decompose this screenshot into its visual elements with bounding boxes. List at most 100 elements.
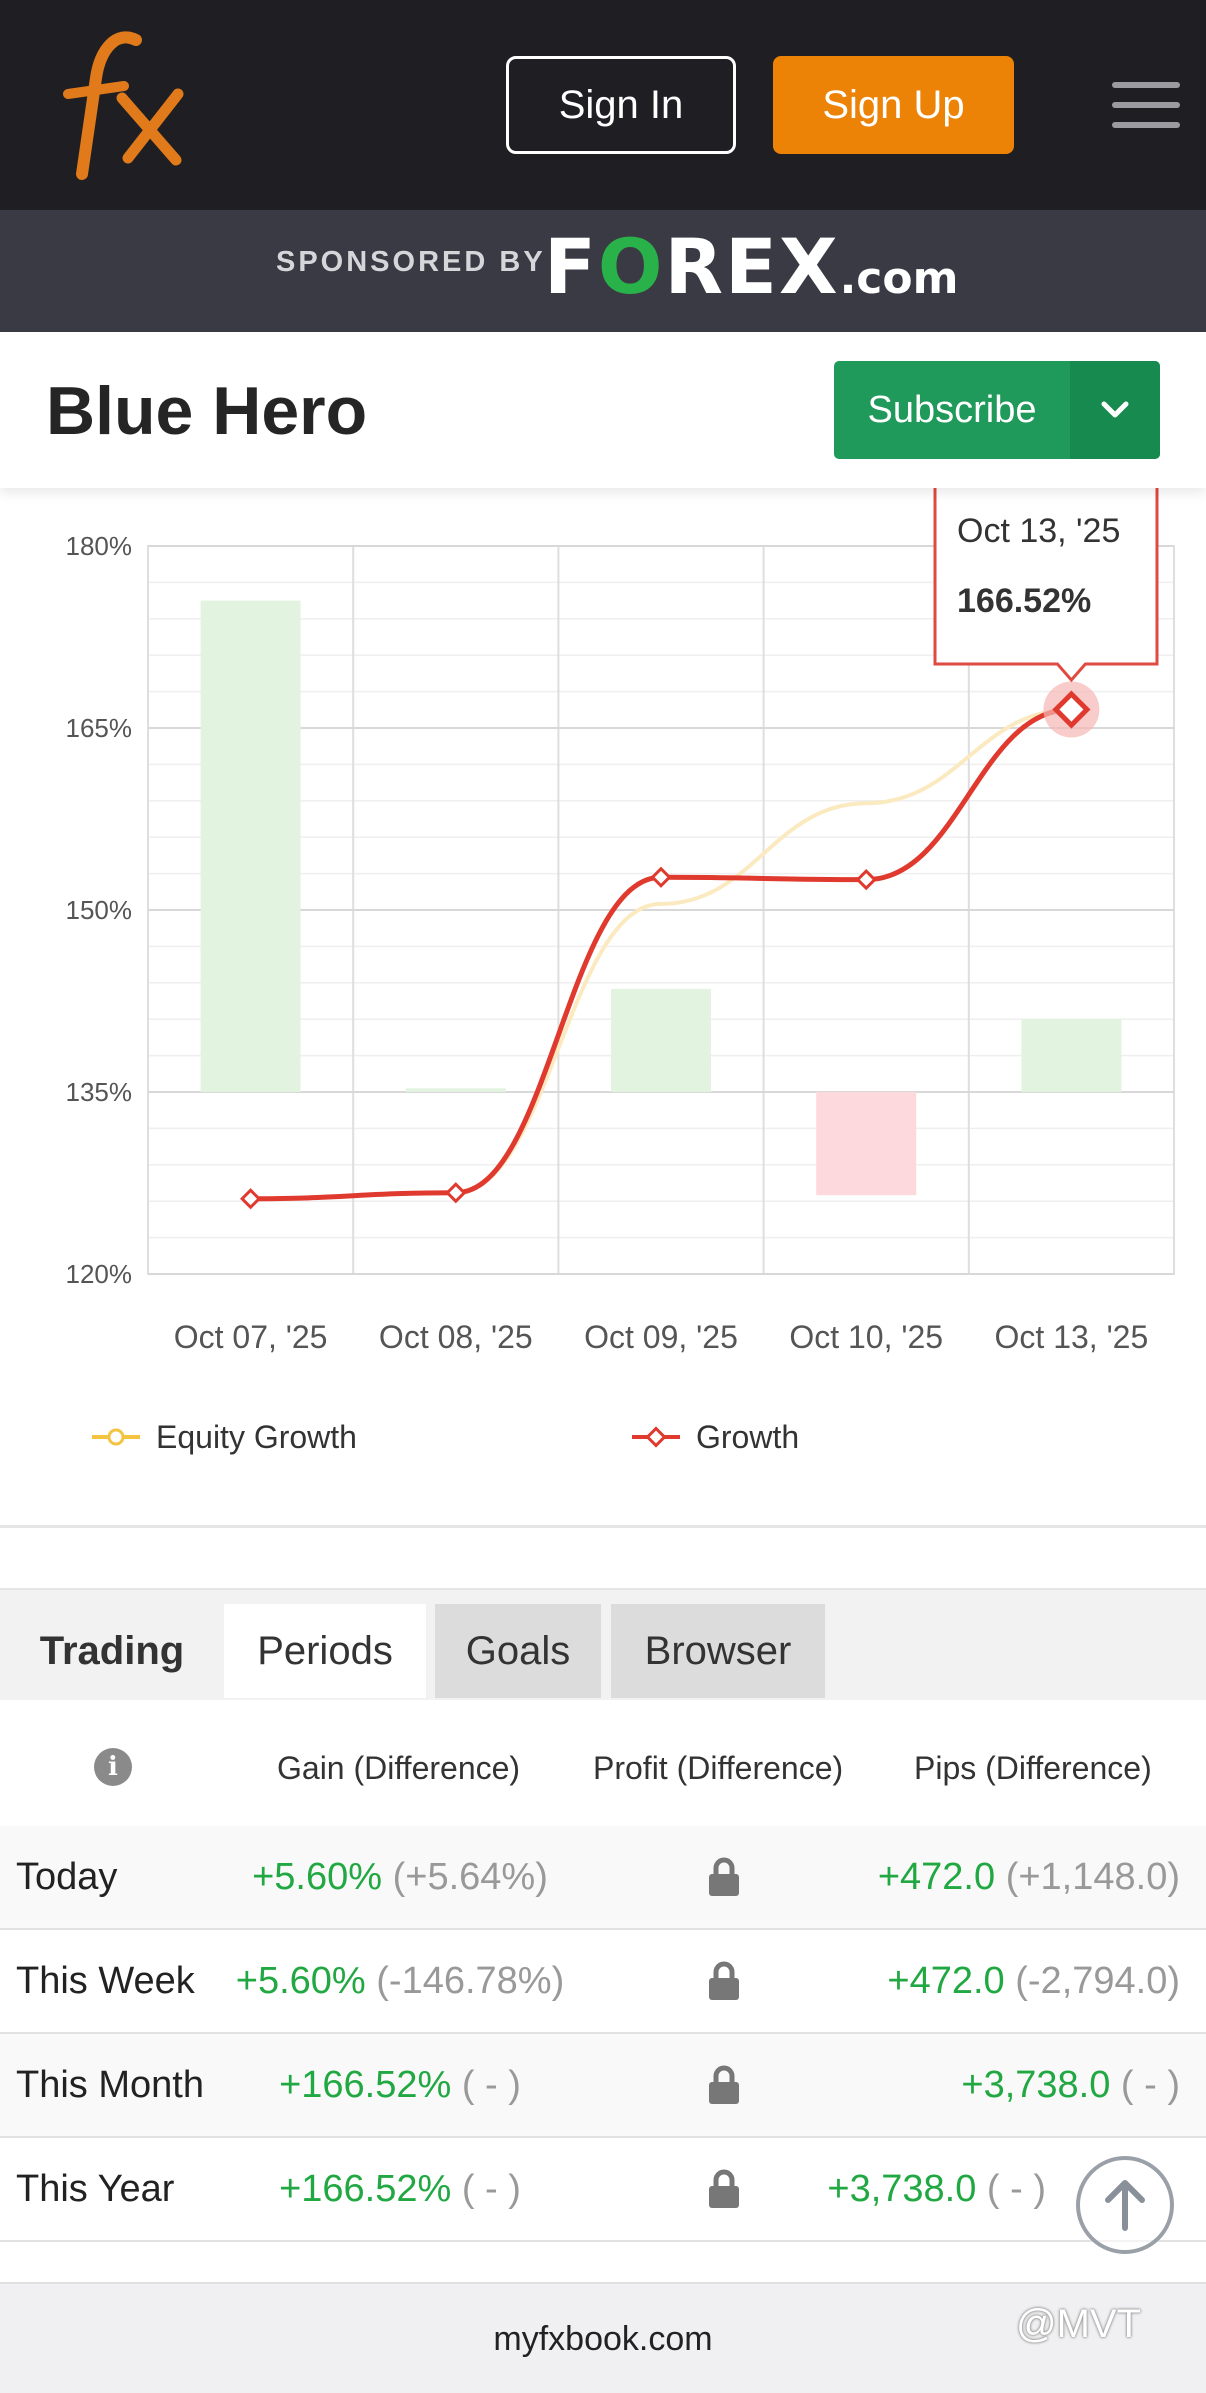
profit-cell [704,2138,744,2240]
tab-goals[interactable]: Goals [435,1604,601,1698]
browser-footer: myfxbook.com [0,2282,1206,2393]
x-tick-label: Oct 09, '25 [584,1319,738,1355]
y-tick-label: 180% [66,531,133,561]
profit-cell [704,1930,744,2032]
growth-point[interactable] [239,1188,262,1210]
sponsor-label: SPONSORED BY [276,246,546,278]
daily-bar[interactable] [1021,1019,1122,1092]
tab-trading[interactable]: Trading [39,1628,185,1673]
page-title: Blue Hero [46,373,368,449]
footer-url[interactable]: myfxbook.com [493,2320,713,2358]
gain-diff: ( - ) [461,2063,521,2106]
gain-cell: +166.52% ( - ) [230,2138,570,2240]
forex-logo-com: .com [839,253,959,304]
tab-periods[interactable]: Periods [224,1604,426,1698]
sponsor-banner[interactable] [0,210,1206,332]
gain-value: +5.60% [252,1855,383,1898]
x-tick-label: Oct 07, '25 [174,1319,328,1355]
header-gain: Gain (Difference) [277,1750,521,1786]
tooltip-value: 166.52% [957,582,1091,620]
tooltip-date: Oct 13, '25 [957,512,1120,550]
forex-logo-f: F [544,222,598,311]
forex-logo[interactable]: FOREX.com [544,222,958,311]
gain-diff: ( - ) [461,2167,521,2210]
period-label: This Month [16,2063,204,2106]
subscribe-button[interactable]: Subscribe [834,361,1160,459]
lock-icon[interactable] [707,2169,741,2209]
pips-cell: +3,738.0 ( - ) [827,2138,1046,2240]
info-icon[interactable]: i [94,1748,132,1786]
period-label: Today [16,1855,118,1898]
sign-up-button[interactable]: Sign Up [773,56,1014,154]
periods-table-header: i Gain (Difference) Profit (Difference) … [0,1698,1206,1828]
gain-cell: +166.52% ( - ) [230,2034,570,2136]
arrow-up-circle-icon [1105,2180,1145,2231]
growth-point[interactable] [855,869,877,891]
growth-line[interactable] [250,707,1072,1202]
scroll-to-top-button[interactable] [1076,2156,1174,2254]
system-header: Blue Hero Subscribe [0,332,1206,488]
pips-diff: (+1,148.0) [1005,1855,1180,1898]
fx-logo-icon[interactable] [38,24,188,184]
y-tick-label: 150% [66,895,133,925]
growth-point[interactable] [445,1182,467,1204]
sign-in-button[interactable]: Sign In [506,56,736,154]
legend-growth-label[interactable]: Growth [696,1419,799,1455]
table-row: This Month +166.52% ( - ) +3,738.0 ( - ) [0,2034,1206,2138]
gain-value: +166.52% [279,2167,452,2210]
profit-cell [704,2034,744,2136]
table-row: Today +5.60% (+5.64%) +472.0 (+1,148.0) [0,1826,1206,1930]
daily-bar[interactable] [816,1092,917,1196]
tab-browser[interactable]: Browser [611,1604,825,1698]
pips-cell: +472.0 (-2,794.0) [887,1930,1180,2032]
period-label: This Year [16,2167,175,2210]
table-row: This Year +166.52% ( - ) +3,738.0 ( - ) [0,2138,1206,2242]
y-tick-label: 120% [66,1259,133,1289]
daily-bar[interactable] [200,600,301,1092]
growth-chart[interactable]: 180% 165% 150% 135% 120% Oct 07, '25 Oct 08, '… [0,488,1206,1528]
gain-value: +5.60% [235,1959,366,2002]
growth-point[interactable] [1052,690,1091,729]
pips-value: +3,738.0 [827,2167,977,2210]
lock-icon[interactable] [707,1961,741,2001]
table-row: This Week +5.60% (-146.78%) +472.0 (-2,7… [0,1930,1206,2034]
hamburger-menu-icon[interactable] [1112,82,1180,128]
tooltip-box [933,488,1159,683]
legend-equity-marker [107,1428,125,1446]
pips-value: +472.0 [877,1855,996,1898]
y-tick-label: 135% [66,1077,133,1107]
legend-equity-label[interactable]: Equity Growth [156,1419,357,1455]
pips-diff: ( - ) [986,2167,1046,2210]
x-tick-label: Oct 10, '25 [789,1319,943,1355]
forex-logo-o: O [597,222,665,311]
gain-cell: +5.60% (+5.64%) [230,1826,570,1928]
pips-value: +3,738.0 [961,2063,1111,2106]
header-profit: Profit (Difference) [593,1750,844,1786]
gain-cell: +5.60% (-146.78%) [230,1930,570,2032]
x-tick-label: Oct 13, '25 [995,1319,1149,1355]
profit-cell [704,1826,744,1928]
legend-growth-marker [645,1426,667,1448]
tab-bar [0,1588,1206,1700]
lock-icon[interactable] [707,1857,741,1897]
pips-cell: +3,738.0 ( - ) [961,2034,1180,2136]
subscribe-dropdown-toggle[interactable] [1070,361,1160,459]
lock-icon[interactable] [707,2065,741,2105]
gain-diff: (+5.64%) [392,1855,548,1898]
growth-point[interactable] [650,866,672,888]
chart-divider [0,1525,1206,1528]
daily-bar[interactable] [611,988,711,1092]
subscribe-label[interactable]: Subscribe [867,388,1037,431]
gain-diff: (-146.78%) [376,1959,565,2002]
gain-value: +166.52% [279,2063,452,2106]
pips-value: +472.0 [887,1959,1005,2002]
forex-logo-rest: REX [664,222,840,311]
period-label: This Week [16,1959,195,2002]
top-navbar: Sign In Sign Up [0,0,1206,210]
x-tick-label: Oct 08, '25 [379,1319,533,1355]
daily-bar[interactable] [405,1088,506,1092]
watermark: @MVT [1016,2302,1142,2346]
chevron-down-icon [1101,401,1129,418]
y-tick-label: 165% [66,713,133,743]
pips-diff: (-2,794.0) [1015,1959,1180,2002]
